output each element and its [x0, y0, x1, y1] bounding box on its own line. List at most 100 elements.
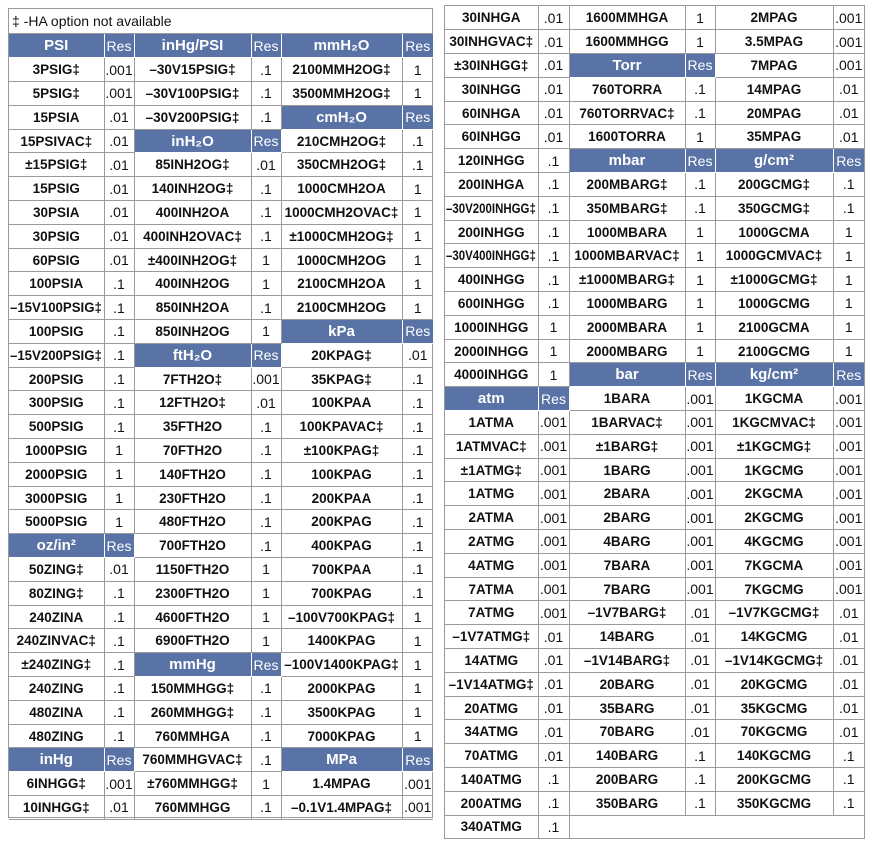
range-code: 1000PSIG [25, 442, 88, 458]
unit-header: kPa [280, 319, 403, 344]
range-code-cell: 5000PSIG [9, 509, 105, 535]
range-code-cell: 7KGCMA [714, 552, 834, 578]
unit-header: PSI [9, 34, 105, 59]
resolution-cell: .1 [684, 743, 716, 768]
range-code-cell: 60INHGA [445, 100, 539, 126]
range-code-cell: 150MMHGG‡ [133, 676, 252, 701]
range-table-right: 30INHGA .01 1600MMHGA 1 2MPAG .001 30INHGVAC‡.… [445, 6, 864, 840]
resolution-cell: 1 [832, 267, 864, 293]
resolution-cell: .1 [684, 790, 716, 816]
range-code-cell: 3500KPAG [280, 699, 403, 725]
range-code-cell: 30PSIG [9, 223, 105, 249]
resolution-cell: .01 [684, 671, 716, 697]
resolution-cell: .1 [103, 676, 135, 701]
resolution-cell: .1 [250, 57, 282, 83]
range-code: –30V200INHGG‡ [446, 200, 537, 216]
resolution-cell: .1 [250, 295, 282, 321]
range-code-cell: 480ZING [9, 723, 105, 749]
range-code: 60PSIG [32, 252, 80, 268]
res-header: Res [250, 342, 282, 368]
table-row: 240ZING .1 150MMHGG‡ .1 2000KPAG 1 [9, 676, 433, 701]
range-code: –100V700KPAG‡ [287, 609, 396, 625]
resolution-cell: .01 [832, 648, 864, 673]
range-code-cell: 200KGCMG [714, 767, 834, 792]
range-code: 2100GCMG [737, 343, 811, 359]
resolution-cell: 1 [401, 699, 433, 725]
range-code: 70ATMG [464, 748, 519, 764]
resolution-cell: .01 [537, 719, 570, 745]
range-code-cell: 14ATMG [445, 648, 539, 673]
resolution-cell: .1 [537, 267, 570, 293]
resolution-cell: .001 [832, 29, 864, 55]
resolution-cell: .1 [103, 366, 135, 392]
table-row: 600INHGG .1 1000MBARG 1 1000GCMG 1 [445, 291, 864, 316]
range-code: –30V15PSIG‡ [149, 62, 236, 78]
resolution-cell: 1 [401, 628, 433, 654]
resolution-cell: .1 [103, 580, 135, 606]
range-code: 3.5MPAG [744, 34, 804, 50]
range-code-cell: 7ATMG [445, 600, 539, 626]
resolution-cell: .001 [684, 457, 716, 483]
range-code: 2300FTH2O [155, 585, 230, 601]
table-row: 5000PSIG 1 480FTH2O .1 200KPAG .1 [9, 509, 433, 535]
range-code-cell: ±15PSIG‡ [9, 152, 105, 178]
range-code: 6900FTH2O [155, 633, 230, 649]
range-code-cell: 340ATMG [445, 814, 539, 840]
resolution-cell: .01 [832, 124, 864, 150]
range-code: 760MMHGA [154, 728, 230, 744]
resolution-cell: .001 [832, 481, 864, 507]
range-code: 10INHGG‡ [22, 799, 90, 815]
range-code: 480FTH2O [159, 514, 226, 530]
range-code-cell: 500PSIG [9, 414, 105, 440]
resolution-cell: .1 [401, 485, 433, 511]
resolution-cell: .001 [684, 410, 716, 435]
table-row: 30PSIA .01 400INH2OA .1 1000CMH2OVAC‡ 1 [9, 200, 433, 225]
range-code: 2ATMA [468, 510, 515, 526]
unit-header-label: kg/cm² [749, 366, 799, 384]
range-code: 100KPAG [311, 466, 372, 482]
res-header: Res [103, 34, 135, 59]
range-code-cell: 2KGCMA [714, 481, 834, 507]
resolution-cell: .001 [832, 457, 864, 483]
footnote: ‡ -HA option not available [9, 9, 432, 34]
res-header: Res [250, 34, 282, 59]
unit-header: inHg/PSI [133, 34, 252, 59]
range-code: 2BARA [603, 486, 651, 502]
resolution-cell: 1 [401, 604, 433, 630]
resolution-cell: 1 [832, 219, 864, 245]
resolution-cell: 1 [103, 485, 135, 511]
resolution-cell: .1 [103, 319, 135, 344]
range-code-cell: 7BARG [568, 576, 686, 602]
table-row: 4ATMG .001 7BARA .001 7KGCMA .001 [445, 552, 864, 578]
range-code: ±100KPAG‡ [303, 442, 380, 458]
range-code-cell: –1V14KGCMG‡ [714, 648, 834, 673]
table-row: 200ATMG .1 350BARG .1 350KGCMG .1 [445, 790, 864, 816]
range-code: ±1ATMG‡ [460, 462, 522, 478]
range-code: 850INH2OA [155, 300, 230, 316]
resolution-cell: .1 [401, 557, 433, 582]
range-code-cell: –1V14ATMG‡ [445, 671, 539, 697]
resolution-cell: .001 [537, 576, 570, 602]
resolution-cell: .1 [684, 172, 716, 197]
range-code-cell: 200MBARG‡ [568, 172, 686, 197]
table-row: 7ATMG .001 –1V7BARG‡ .01 –1V7KGCMG‡ .01 [445, 600, 864, 626]
table-row: 20ATMG .01 35BARG .01 35KGCMG .01 [445, 695, 864, 721]
resolution-cell: 1 [684, 314, 716, 340]
resolution-cell: 1 [103, 509, 135, 535]
range-code-cell: ±1BARG‡ [568, 433, 686, 459]
table-row: 30PSIG .01 400INH2OVAC‡ .1 ±1000CMH2OG‡ 1 [9, 223, 433, 249]
resolution-cell: .1 [103, 342, 135, 368]
table-row: 4000INHGG 1 bar Res kg/cm² Res [445, 362, 864, 388]
table-row: 2000PSIG 1 140FTH2O .1 100KPAG .1 [9, 461, 433, 487]
table-row: –15V100PSIG‡ .1 850INH2OA .1 2100CMH2OG 1 [9, 295, 433, 321]
unit-header-label: Torr [612, 56, 642, 74]
resolution-cell: .001 [401, 771, 433, 796]
range-code-cell: –100V700KPAG‡ [280, 604, 403, 630]
range-code-cell: 3500MMH2OG‡ [280, 81, 403, 106]
unit-header-label: mmH₂O [313, 37, 370, 55]
table-row: 60INHGG .01 1600TORRA 1 35MPAG .01 [445, 124, 864, 150]
resolution-cell: .01 [684, 600, 716, 626]
range-code: 1BARA [603, 391, 651, 407]
resolution-cell: .01 [537, 624, 570, 650]
range-code-cell: 760MMHGG [133, 795, 252, 820]
